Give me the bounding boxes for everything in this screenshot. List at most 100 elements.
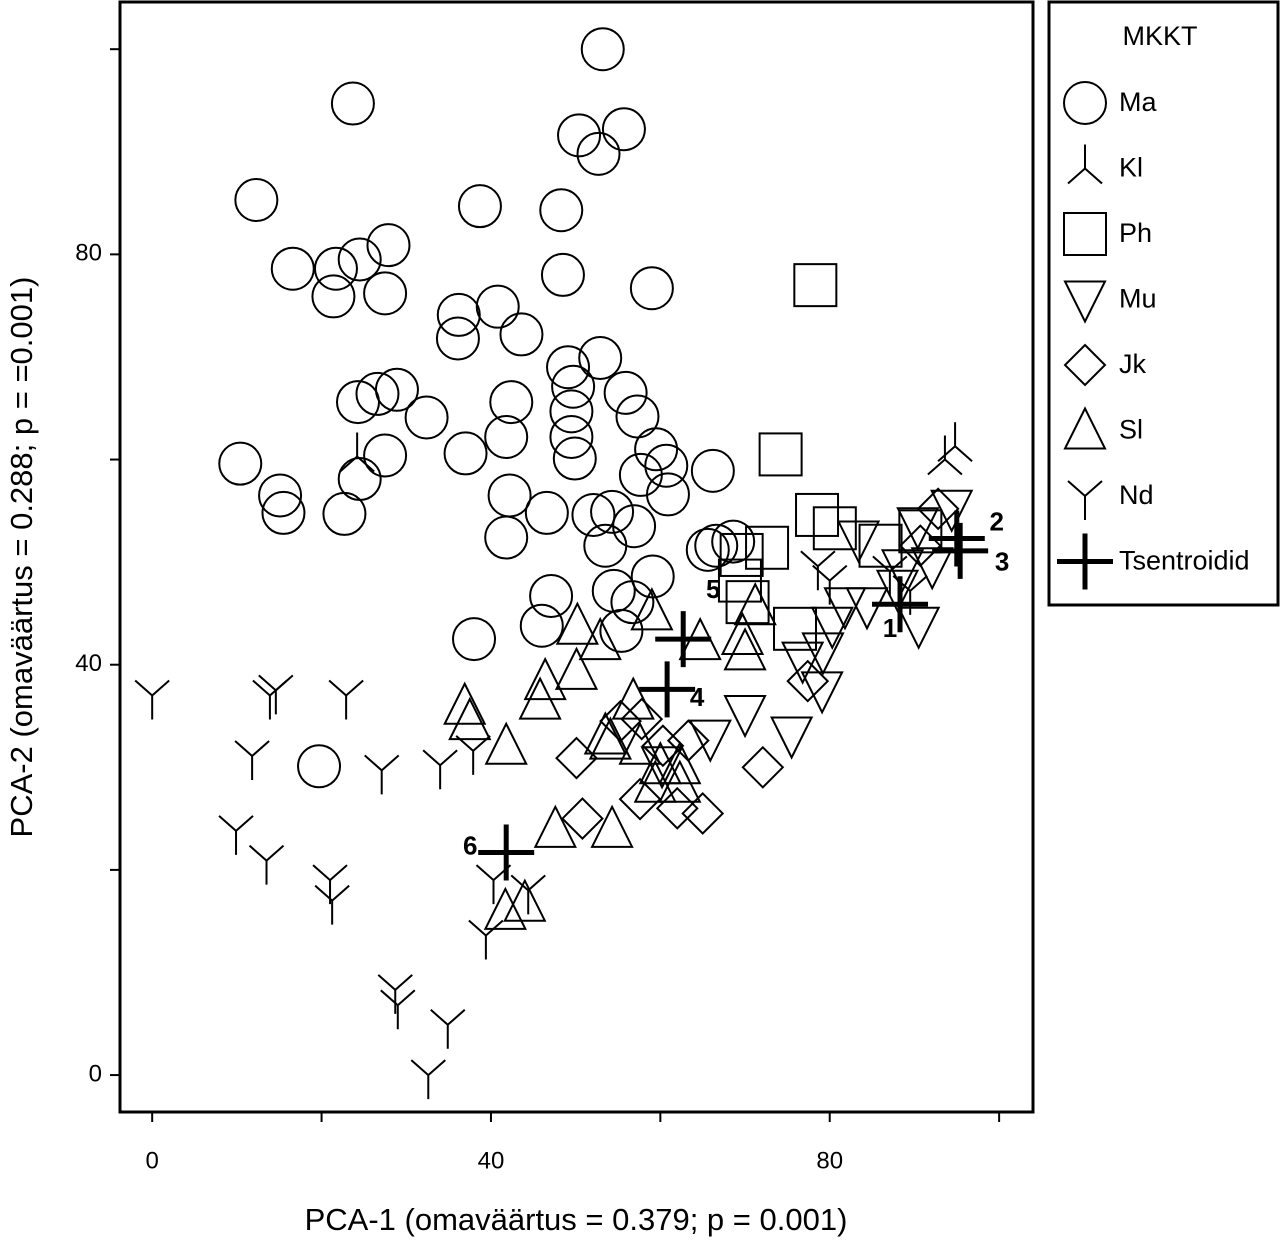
triangle-shape	[518, 676, 562, 720]
triangle-shape	[578, 616, 622, 661]
point	[930, 489, 974, 534]
point	[795, 492, 840, 537]
triangle-shape	[555, 601, 599, 645]
point	[134, 679, 170, 720]
point	[578, 335, 623, 380]
point	[487, 473, 532, 518]
triangle-shape	[448, 696, 492, 741]
legend-marker	[1057, 533, 1113, 590]
circle-shape	[457, 184, 502, 229]
point	[374, 367, 419, 412]
circle-shape	[601, 107, 646, 152]
circle-shape	[330, 81, 375, 126]
point	[443, 681, 487, 725]
point	[355, 371, 400, 416]
circle-shape	[519, 603, 564, 648]
point	[270, 246, 315, 291]
square-shape	[773, 606, 818, 651]
plus-shape	[1057, 533, 1113, 590]
triangle-shape	[723, 694, 767, 739]
circle-shape	[618, 452, 663, 497]
point	[611, 676, 655, 720]
nd-shape	[468, 919, 504, 960]
point	[549, 389, 594, 434]
plus-shape	[639, 661, 696, 718]
point	[620, 697, 664, 741]
point	[583, 523, 628, 568]
y-tick-label: 0	[89, 1060, 102, 1087]
circle-shape	[322, 491, 367, 536]
point	[364, 754, 400, 795]
triangle-shape	[836, 520, 881, 564]
legend-marker	[1067, 144, 1103, 185]
point	[741, 745, 785, 789]
circle-shape	[297, 744, 342, 789]
point	[475, 284, 520, 329]
circle-shape	[578, 335, 623, 380]
circle-shape	[489, 380, 534, 425]
point	[499, 312, 544, 357]
nd-shape	[1067, 480, 1103, 520]
point	[720, 611, 765, 655]
point	[366, 223, 411, 268]
point	[928, 510, 985, 567]
circle-shape	[337, 237, 382, 282]
nd-shape	[312, 864, 348, 905]
point	[875, 569, 920, 614]
legend-marker	[1063, 343, 1107, 387]
nd-shape	[455, 735, 491, 775]
point	[561, 797, 604, 841]
circle-shape	[258, 473, 303, 518]
legend-marker	[1067, 480, 1103, 520]
circle-shape	[1063, 81, 1107, 125]
legend-label: Mu	[1119, 284, 1157, 314]
legend-label: Kl	[1119, 153, 1143, 183]
centroid-label: 6	[463, 830, 477, 860]
point	[618, 777, 662, 821]
point	[468, 919, 504, 960]
circle-shape	[644, 443, 689, 488]
point	[927, 435, 963, 476]
point	[898, 524, 942, 568]
circle-shape	[270, 246, 315, 291]
point	[540, 252, 585, 297]
point	[770, 716, 814, 760]
point	[812, 564, 848, 605]
point	[590, 489, 635, 534]
point	[218, 815, 254, 855]
point	[655, 611, 712, 668]
point	[897, 606, 941, 650]
point	[937, 422, 973, 462]
kl-shape	[339, 432, 375, 473]
point	[801, 632, 845, 676]
triangle-shape	[897, 606, 941, 650]
circle-shape	[363, 433, 408, 478]
kl-shape	[937, 422, 973, 462]
point	[781, 641, 825, 685]
circle-shape	[404, 395, 449, 440]
point	[583, 711, 627, 755]
triangle-shape	[533, 804, 577, 848]
nd-shape	[258, 674, 294, 715]
point	[634, 427, 679, 472]
point	[311, 274, 356, 319]
legend-marker	[1063, 280, 1107, 324]
triangle-shape	[503, 878, 547, 922]
circle-shape	[546, 345, 591, 390]
legend-marker	[1063, 212, 1107, 256]
circle-shape	[549, 414, 594, 459]
point	[610, 580, 655, 625]
triangle-shape	[810, 606, 854, 650]
point	[629, 266, 674, 311]
point	[455, 735, 491, 775]
point	[519, 603, 564, 648]
triangle-shape	[733, 582, 777, 626]
point	[615, 394, 660, 439]
plot-frame	[118, 0, 1035, 1114]
square-shape	[719, 532, 764, 577]
point	[448, 696, 492, 741]
triangle-shape	[554, 646, 599, 690]
circle-shape	[634, 427, 679, 472]
triangle-shape	[770, 716, 814, 760]
point	[910, 547, 954, 591]
